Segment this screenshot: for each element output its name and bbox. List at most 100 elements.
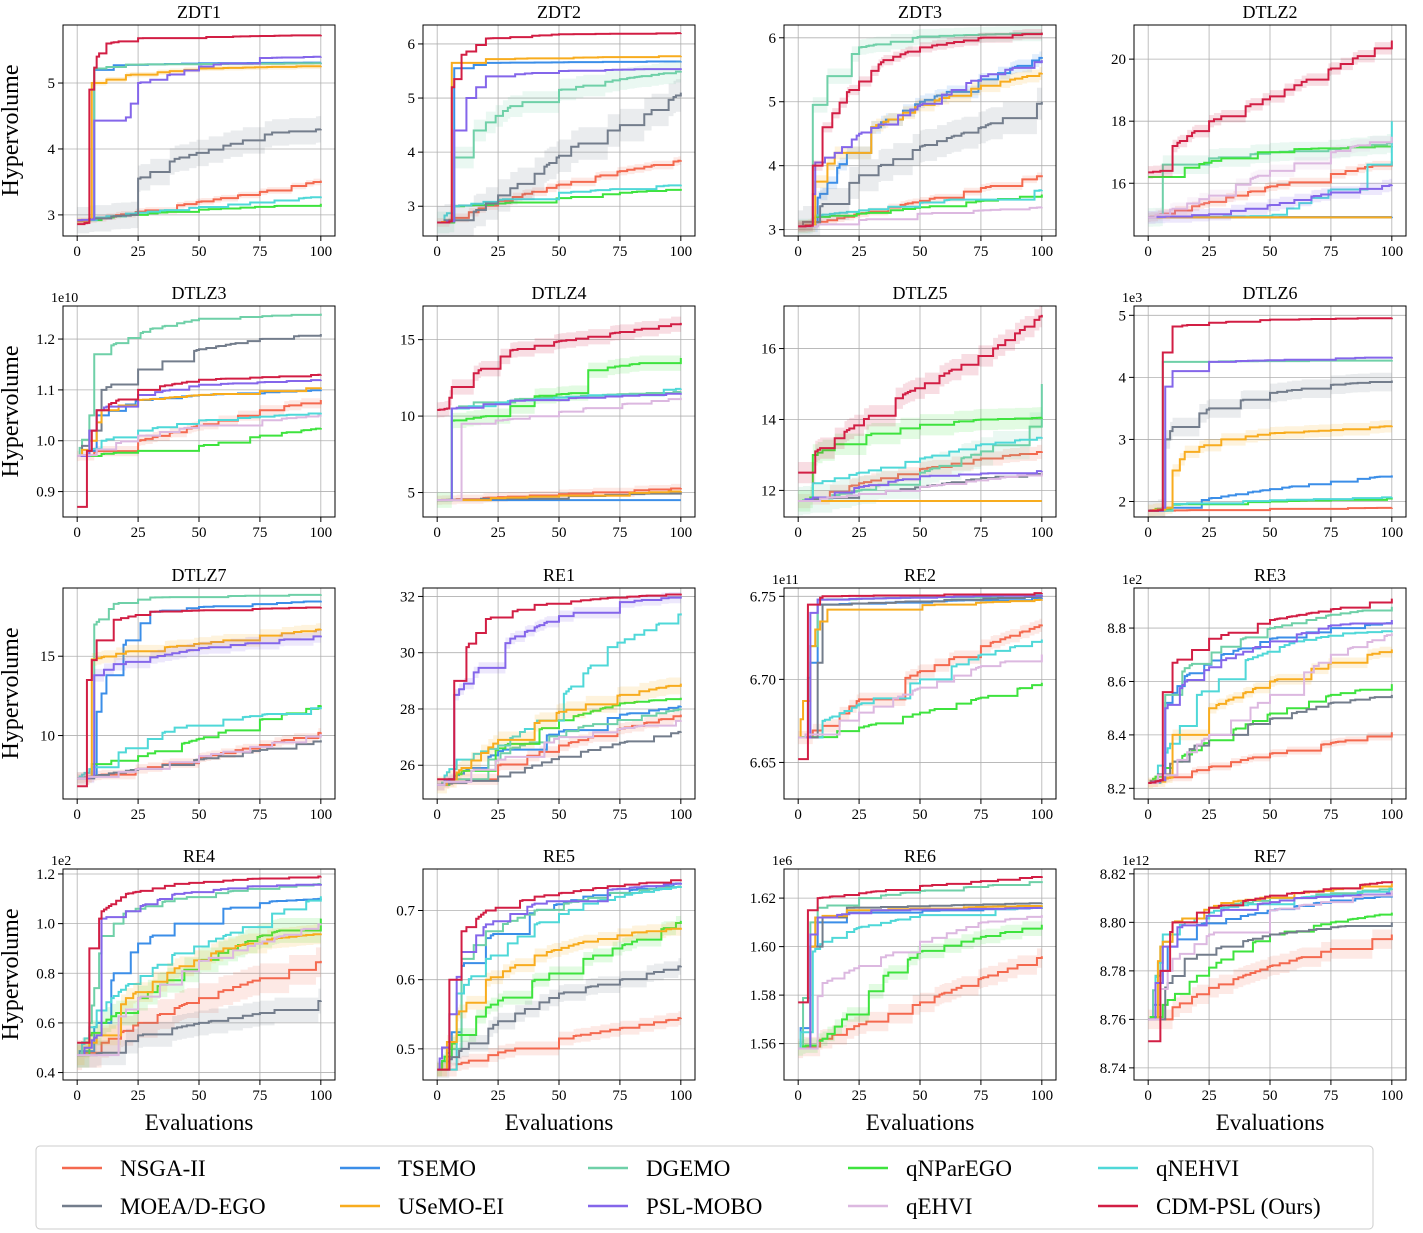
series-qehvi xyxy=(1148,633,1393,784)
x-tick-label: 25 xyxy=(491,807,506,823)
x-tick-label: 100 xyxy=(310,244,333,260)
series-moea-d-ego xyxy=(798,595,1043,739)
series-psl-mobo xyxy=(798,470,1043,503)
x-tick-label: 75 xyxy=(612,525,627,541)
band-moea-d-ego xyxy=(798,85,1042,236)
legend-label: qEHVI xyxy=(906,1194,972,1219)
x-tick-label: 100 xyxy=(1031,525,1054,541)
series-psl-mobo xyxy=(1148,356,1393,512)
x-tick-label: 25 xyxy=(1202,1088,1217,1104)
series-qnehvi xyxy=(437,184,682,224)
subplot-re4: 0 25 50 75 100 0.4 0.6 0.8 1.0 1.2 RE4 1e2 Hypervolu… xyxy=(0,846,336,1135)
band-psl-mobo xyxy=(77,629,321,785)
y-tick-label: 1.1 xyxy=(36,383,55,399)
axis-multiplier: 1e10 xyxy=(51,291,78,306)
x-tick-label: 0 xyxy=(794,525,802,541)
series-usemo-ei xyxy=(77,628,322,780)
x-tick-label: 25 xyxy=(1202,807,1217,823)
x-tick-label: 75 xyxy=(612,244,627,260)
x-tick-label: 0 xyxy=(794,807,802,823)
y-tick-label: 8.82 xyxy=(1100,867,1126,883)
series-qehvi xyxy=(798,472,1043,503)
series-cdm-psl-ours xyxy=(798,32,1043,228)
series-dgemo xyxy=(77,883,322,1057)
series-psl-mobo xyxy=(437,596,682,786)
series-qnehvi xyxy=(77,706,322,780)
y-tick-label: 0.9 xyxy=(36,485,55,501)
y-tick-label: 3 xyxy=(769,223,777,239)
series-qnehvi xyxy=(77,896,322,1057)
series-qnparego xyxy=(798,682,1043,739)
subplot-title: DTLZ7 xyxy=(172,565,227,585)
series-moea-d-ego xyxy=(77,128,322,222)
series-psl-mobo xyxy=(77,883,322,1057)
series-psl-mobo xyxy=(1148,892,1393,1021)
series-psl-mobo xyxy=(77,379,322,457)
series-cdm-psl-ours xyxy=(1148,881,1393,1043)
x-tick-label: 0 xyxy=(1144,1088,1152,1104)
y-axis-label: Hypervolume xyxy=(0,628,24,760)
legend-item-moea-d-ego: MOEA/D-EGO xyxy=(62,1194,266,1219)
subplot-title: RE7 xyxy=(1254,846,1286,866)
y-tick-label: 5 xyxy=(408,91,416,107)
legend-label: MOEA/D-EGO xyxy=(120,1194,266,1219)
x-tick-label: 50 xyxy=(192,807,207,823)
legend-item-usemo-ei: USeMO-EI xyxy=(340,1194,504,1219)
band-moea-d-ego xyxy=(77,988,321,1068)
x-tick-label: 50 xyxy=(1263,525,1278,541)
y-tick-label: 16 xyxy=(1111,176,1127,192)
series-qnehvi xyxy=(798,436,1043,503)
series-nsga-ii xyxy=(1148,934,1393,1021)
subplot-dtlz6: 0 25 50 75 100 2 3 4 5 DTLZ6 1e3 xyxy=(1119,283,1407,541)
series-qehvi xyxy=(77,923,322,1057)
x-tick-label: 50 xyxy=(913,807,928,823)
subplot-title: DTLZ2 xyxy=(1243,2,1298,22)
x-tick-label: 75 xyxy=(252,244,267,260)
x-tick-label: 25 xyxy=(852,244,867,260)
y-axis-label: Hypervolume xyxy=(0,65,24,197)
series-tsemo xyxy=(77,897,322,1057)
y-tick-label: 4 xyxy=(769,159,777,175)
x-tick-label: 75 xyxy=(1323,807,1338,823)
y-tick-label: 8.4 xyxy=(1107,728,1126,744)
x-tick-label: 0 xyxy=(73,525,81,541)
series-nsga-ii xyxy=(798,624,1043,739)
legend-item-dgemo: DGEMO xyxy=(588,1156,730,1181)
axis-multiplier: 1e12 xyxy=(1122,854,1149,869)
x-tick-label: 100 xyxy=(1031,807,1054,823)
x-tick-label: 25 xyxy=(1202,525,1217,541)
x-tick-label: 100 xyxy=(310,807,333,823)
x-tick-label: 0 xyxy=(73,1088,81,1104)
x-tick-label: 50 xyxy=(1263,244,1278,260)
x-tick-label: 25 xyxy=(852,525,867,541)
y-tick-label: 0.6 xyxy=(36,1016,55,1032)
series-qehvi xyxy=(798,654,1043,739)
legend-label: qNParEGO xyxy=(906,1156,1012,1181)
x-tick-label: 100 xyxy=(1031,1088,1054,1104)
x-tick-label: 75 xyxy=(252,1088,267,1104)
legend-label: CDM-PSL (Ours) xyxy=(1156,1194,1321,1219)
x-tick-label: 25 xyxy=(1202,244,1217,260)
series-psl-mobo xyxy=(1148,620,1393,784)
legend-label: PSL-MOBO xyxy=(646,1194,762,1219)
series-cdm-psl-ours xyxy=(437,322,682,411)
y-tick-label: 1.62 xyxy=(750,891,776,907)
x-tick-label: 25 xyxy=(131,244,146,260)
subplot-dtlz2: 0 25 50 75 100 16 18 20 DTLZ2 xyxy=(1111,2,1407,260)
x-tick-label: 0 xyxy=(433,244,441,260)
x-tick-label: 0 xyxy=(73,807,81,823)
y-tick-label: 26 xyxy=(400,758,416,774)
series-moea-d-ego xyxy=(77,333,322,457)
series-dgemo xyxy=(77,62,322,222)
legend-item-psl-mobo: PSL-MOBO xyxy=(588,1194,762,1219)
x-tick-label: 25 xyxy=(131,807,146,823)
y-axis-label: Hypervolume xyxy=(0,909,24,1041)
band-qnparego xyxy=(798,917,1042,1056)
x-tick-label: 0 xyxy=(433,525,441,541)
x-tick-label: 0 xyxy=(1144,244,1152,260)
x-tick-label: 0 xyxy=(73,244,81,260)
series-qnehvi xyxy=(77,196,322,222)
band-nsga-ii xyxy=(437,155,681,227)
